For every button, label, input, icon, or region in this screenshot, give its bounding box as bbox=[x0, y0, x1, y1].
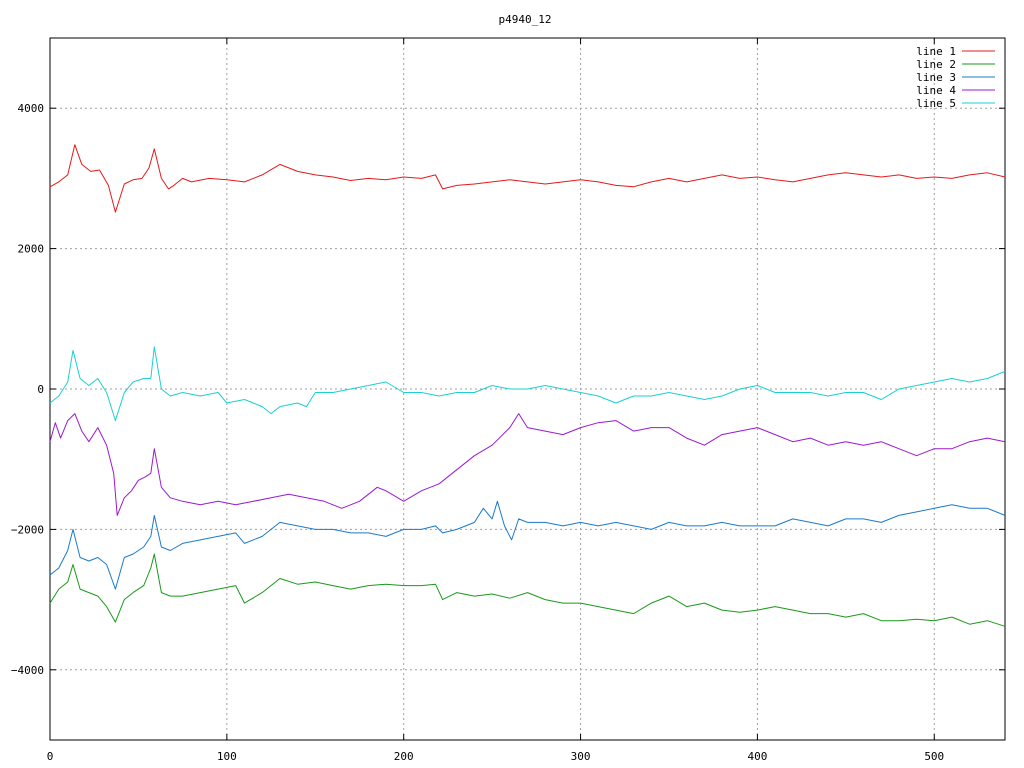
y-tick-label: 0 bbox=[37, 383, 44, 396]
legend-label-2: line 2 bbox=[916, 58, 956, 71]
grid bbox=[50, 38, 1005, 740]
y-tick-label: 4000 bbox=[18, 102, 45, 115]
series-line-5 bbox=[49, 346, 1006, 422]
legend-label-5: line 5 bbox=[916, 97, 956, 110]
legend-label-3: line 3 bbox=[916, 71, 956, 84]
legend-label-4: line 4 bbox=[916, 84, 956, 97]
x-tick-label: 0 bbox=[47, 750, 54, 763]
x-tick-label: 400 bbox=[747, 750, 767, 763]
series-lines bbox=[49, 144, 1006, 627]
y-tick-label: −4000 bbox=[11, 664, 44, 677]
x-tick-label: 500 bbox=[924, 750, 944, 763]
series-line-2 bbox=[49, 553, 1006, 627]
legend-label-1: line 1 bbox=[916, 45, 956, 58]
y-tick-label: −2000 bbox=[11, 523, 44, 536]
x-tick-label: 300 bbox=[571, 750, 591, 763]
axes: 0 100 200 300 400 500 −4000 −2000 0 2000 4000 bbox=[11, 37, 1006, 763]
x-tick-label: 100 bbox=[217, 750, 237, 763]
series-line-1 bbox=[49, 144, 1006, 213]
chart-title: p4940_12 bbox=[499, 13, 552, 26]
series-line-3 bbox=[49, 500, 1006, 590]
y-tick-label: 2000 bbox=[18, 243, 45, 256]
x-tick-label: 200 bbox=[394, 750, 414, 763]
series-line-4 bbox=[49, 413, 1006, 516]
